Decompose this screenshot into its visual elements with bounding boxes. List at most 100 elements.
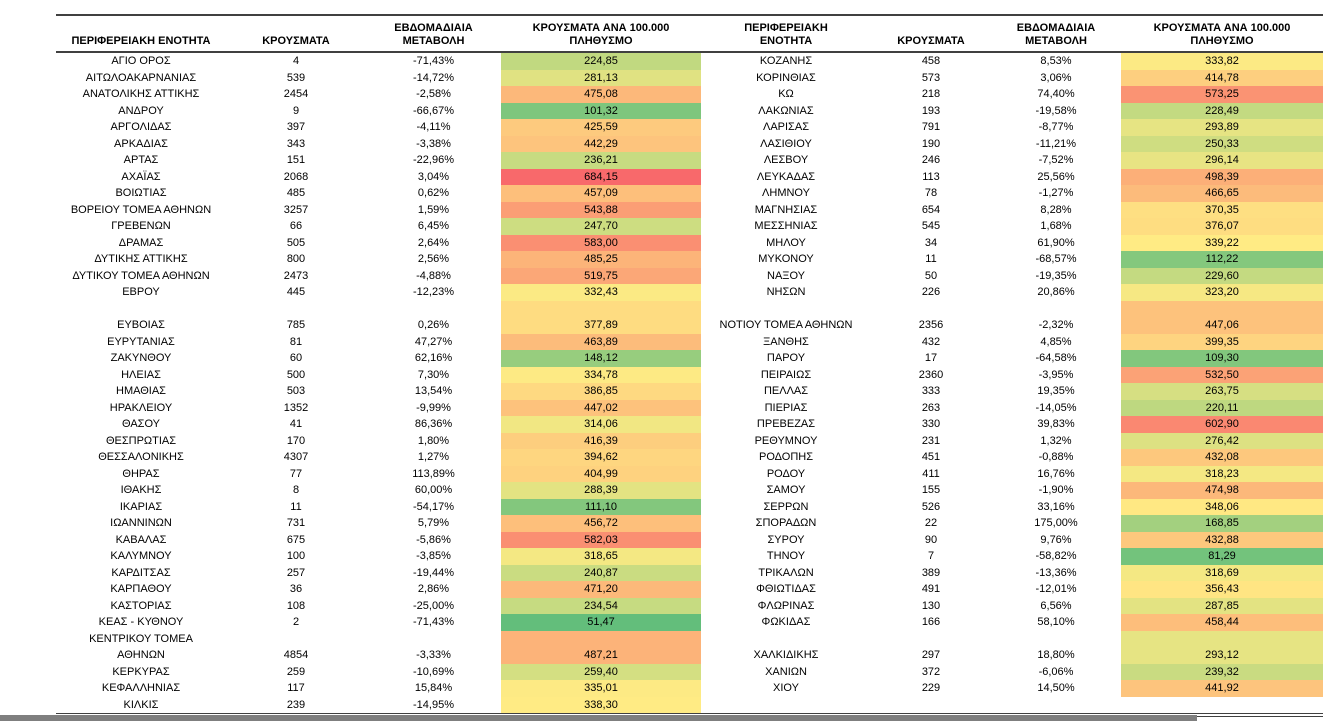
change-cell: -2,32% <box>1038 319 1074 331</box>
region-cell: ΜΗΛΟΥ <box>766 236 806 249</box>
cases-cell: 229 <box>921 682 941 694</box>
per100k-cell: 293,89 <box>1121 119 1323 136</box>
cases-cell: 8 <box>292 484 300 496</box>
table-row: ΛΗΜΝΟΥ 78 -1,27% 466,65 <box>701 185 1323 202</box>
change-cell: 86,36% <box>414 418 453 430</box>
table-row: ΛΕΣΒΟΥ 246 -7,52% 296,14 <box>701 152 1323 169</box>
table-row: ΠΙΕΡΙΑΣ 263 -14,05% 220,11 <box>701 399 1323 416</box>
cases-cell: 11 <box>290 500 302 513</box>
per100k-cell: 447,02 <box>501 399 701 416</box>
per100k-cell: 457,09 <box>501 185 701 202</box>
change-cell: -58,82% <box>1035 550 1077 562</box>
table-row: ΕΥΡΥΤΑΝΙΑΣ 81 47,27% 463,89 <box>56 333 701 350</box>
per100k-cell: 447,06 <box>1121 300 1323 334</box>
table-row: ΝΑΞΟΥ 50 -19,35% 229,60 <box>701 267 1323 284</box>
table-row: ΑΧΑΪΑΣ 2068 3,04% 684,15 <box>56 168 701 185</box>
region-cell: ΜΕΣΣΗΝΙΑΣ <box>754 220 818 232</box>
cases-cell: 785 <box>286 319 306 331</box>
region-cell: ΛΕΣΒΟΥ <box>763 154 809 166</box>
region-cell: ΚΩ <box>778 88 794 100</box>
cases-cell: 17 <box>924 352 938 364</box>
horizontal-scrollbar-thumb[interactable] <box>0 715 1197 721</box>
per100k-cell: 339,22 <box>1121 234 1323 251</box>
per100k-cell: 485,25 <box>501 251 701 268</box>
cases-table-right: ΠΕΡΙΦΕΡΕΙΑΚΗ ΕΝΟΤΗΤΑ ΚΡΟΥΣΜΑΤΑ ΕΒΔΟΜΑΔΙΑ… <box>701 16 1323 713</box>
cases-cell: 343 <box>286 137 306 150</box>
region-cell: ΚΕΦΑΛΛΗΝΙΑΣ <box>101 682 181 694</box>
table-row: ΖΑΚΥΝΘΟΥ 60 62,16% 148,12 <box>56 350 701 367</box>
per100k-cell: 281,13 <box>501 69 701 86</box>
per100k-cell: 287,85 <box>1121 597 1323 614</box>
region-cell: ΠΑΡΟΥ <box>766 352 806 364</box>
table-row: ΤΗΝΟΥ 7 -58,82% 81,29 <box>701 548 1323 565</box>
change-cell: 1,80% <box>417 434 450 447</box>
change-cell: 9,76% <box>1040 533 1072 546</box>
change-cell: -2,58% <box>416 88 451 100</box>
table-row: ΘΕΣΣΑΛΟΝΙΚΗΣ 4307 1,27% 394,62 <box>56 449 701 466</box>
per100k-cell: 582,03 <box>501 531 701 548</box>
table-row: ΗΡΑΚΛΕΙΟΥ 1352 -9,99% 447,02 <box>56 399 701 416</box>
per100k-cell: 414,78 <box>1121 69 1323 86</box>
per100k-cell: 386,85 <box>501 383 701 400</box>
cases-cell: 257 <box>286 566 306 579</box>
table-row: ΑΡΤΑΣ 151 -22,96% 236,21 <box>56 152 701 169</box>
change-cell: -54,17% <box>413 500 454 513</box>
region-cell: ΤΡΙΚΑΛΩΝ <box>758 566 814 579</box>
region-cell: ΣΑΜΟΥ <box>766 484 806 496</box>
table-row: ΛΑΚΩΝΙΑΣ 193 -19,58% 228,49 <box>701 102 1323 119</box>
region-cell: ΧΑΝΙΩΝ <box>765 665 807 678</box>
table-body-left: ΑΓΙΟ ΟΡΟΣ 4 -71,43% 224,85 ΑΙΤΩΛΟΑΚΑΡΝΑΝΙΑΣ 5… <box>56 52 701 713</box>
table-row: ΙΘΑΚΗΣ 8 60,00% 288,39 <box>56 482 701 499</box>
region-cell: ΔΥΤΙΚΗΣ ΑΤΤΙΚΗΣ <box>94 253 188 265</box>
cases-cell: 81 <box>289 335 303 348</box>
region-cell: ΕΥΡΥΤΑΝΙΑΣ <box>107 335 175 348</box>
per100k-cell: 471,20 <box>501 581 701 598</box>
cases-cell: 545 <box>921 220 941 232</box>
change-cell: 6,45% <box>417 220 450 232</box>
table-row: ΚΑΡΠΑΘΟΥ 36 2,86% 471,20 <box>56 581 701 598</box>
cases-cell: 458 <box>921 55 941 67</box>
region-cell: ΚΑΡΔΙΤΣΑΣ <box>111 566 171 579</box>
cases-cell: 330 <box>921 418 941 430</box>
change-cell: 39,83% <box>1037 418 1075 430</box>
change-cell: 20,86% <box>1037 286 1075 298</box>
table-row: ΚΩ 218 74,40% 573,25 <box>701 86 1323 103</box>
column-header-cases: ΚΡΟΥΣΜΑΤΑ <box>226 16 366 53</box>
change-cell: -19,35% <box>1035 269 1077 282</box>
region-cell: ΑΡΚΑΔΙΑΣ <box>114 137 168 150</box>
region-cell: ΚΑΣΤΟΡΙΑΣ <box>110 599 172 612</box>
cases-cell: 41 <box>289 418 303 430</box>
per100k-cell: 318,65 <box>501 548 701 565</box>
region-cell: ΗΛΕΙΑΣ <box>121 368 161 381</box>
cases-cell: 500 <box>286 368 306 381</box>
region-cell: ΔΡΑΜΑΣ <box>118 236 164 249</box>
change-cell: -12,23% <box>413 286 454 298</box>
change-cell: 3,06% <box>1040 71 1072 84</box>
cases-cell: 445 <box>286 286 306 298</box>
change-cell: 14,50% <box>1037 682 1075 694</box>
region-cell: ΑΙΤΩΛΟΑΚΑΡΝΑΝΙΑΣ <box>85 71 197 84</box>
per100k-cell: 376,07 <box>1121 218 1323 235</box>
table-row: ΑΡΚΑΔΙΑΣ 343 -3,38% 442,29 <box>56 135 701 152</box>
table-row: ΘΗΡΑΣ 77 113,89% 404,99 <box>56 465 701 482</box>
region-cell: ΝΑΞΟΥ <box>767 269 805 282</box>
cases-cell: 539 <box>286 71 306 84</box>
per100k-cell: 293,12 <box>1121 630 1323 664</box>
cases-cell: 485 <box>286 187 306 199</box>
cases-cell: 731 <box>286 517 306 529</box>
change-cell: -19,44% <box>413 566 454 579</box>
cases-cell: 66 <box>289 220 303 232</box>
region-cell: ΚΕΑΣ - ΚΥΘΝΟΥ <box>98 616 184 628</box>
per100k-cell: 234,54 <box>501 597 701 614</box>
change-cell: -4,88% <box>416 269 451 282</box>
tables-container: ΠΕΡΙΦΕΡΕΙΑΚΗ ΕΝΟΤΗΤΑ ΚΡΟΥΣΜΑΤΑ ΕΒΔΟΜΑΔΙΑ… <box>56 14 1323 717</box>
cases-cell: 170 <box>286 434 306 447</box>
cases-cell: 239 <box>286 698 306 711</box>
region-cell: ΙΚΑΡΙΑΣ <box>119 500 163 513</box>
region-cell: ΧΙΟΥ <box>773 682 799 694</box>
cases-cell: 113 <box>922 170 940 183</box>
per100k-cell: 466,65 <box>1121 185 1323 202</box>
table-row: ΗΛΕΙΑΣ 500 7,30% 334,78 <box>56 366 701 383</box>
region-cell: ΤΗΝΟΥ <box>766 550 806 562</box>
cases-cell: 3257 <box>283 203 309 216</box>
